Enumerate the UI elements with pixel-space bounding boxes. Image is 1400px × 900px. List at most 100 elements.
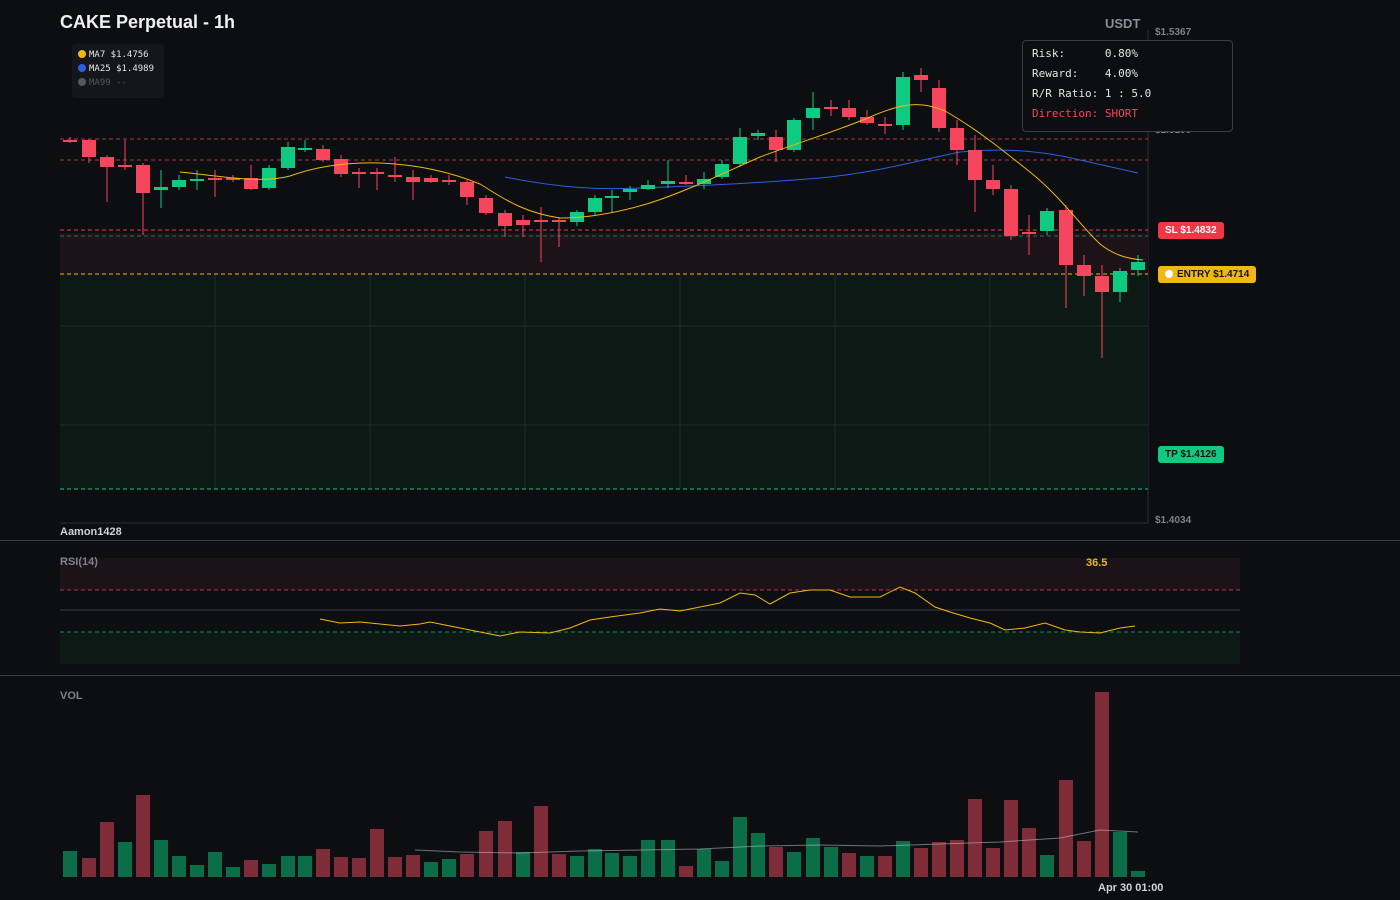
candle bbox=[534, 207, 548, 262]
candle-body bbox=[1095, 276, 1109, 292]
volume-bar bbox=[679, 866, 693, 877]
volume-bar bbox=[82, 858, 96, 877]
candle-body bbox=[679, 182, 693, 184]
candle-body bbox=[824, 107, 838, 109]
candle bbox=[298, 140, 312, 152]
candle-body bbox=[63, 140, 77, 142]
candle-body bbox=[623, 189, 637, 192]
candle bbox=[733, 128, 747, 167]
volume-bar bbox=[787, 852, 801, 877]
candle bbox=[1077, 255, 1091, 296]
reward-text: Reward: 4.00% bbox=[1032, 67, 1138, 80]
volume-bar bbox=[498, 821, 512, 877]
volume-bar bbox=[751, 833, 765, 877]
candle bbox=[244, 165, 258, 190]
candle-body bbox=[733, 137, 747, 164]
volume-bar bbox=[769, 847, 783, 877]
candle-body bbox=[787, 120, 801, 150]
candle bbox=[950, 120, 964, 165]
candle bbox=[860, 110, 874, 125]
take-profit-tag[interactable]: TP $1.4126 bbox=[1158, 446, 1224, 463]
candle bbox=[172, 175, 186, 190]
candle bbox=[498, 210, 512, 237]
volume-bar bbox=[986, 848, 1000, 877]
candle-body bbox=[298, 148, 312, 150]
stop-loss-tag[interactable]: SL $1.4832 bbox=[1158, 222, 1224, 239]
volume-bar bbox=[424, 862, 438, 877]
candle bbox=[751, 130, 765, 140]
candle-body bbox=[1077, 265, 1091, 276]
volume-bar bbox=[878, 856, 892, 877]
volume-bar bbox=[1022, 828, 1036, 877]
candle-body bbox=[751, 133, 765, 136]
candle bbox=[552, 218, 566, 247]
candle-body bbox=[370, 172, 384, 174]
grid-lines bbox=[60, 274, 1148, 489]
candle bbox=[100, 155, 114, 202]
candle-body bbox=[424, 178, 438, 182]
rsi-label: RSI(14) bbox=[60, 556, 98, 568]
candle-body bbox=[516, 220, 530, 225]
candle-body bbox=[118, 165, 132, 167]
quote-currency: USDT bbox=[1105, 16, 1141, 31]
entry-tag[interactable]: ENTRY $1.4714 bbox=[1158, 266, 1257, 283]
candle bbox=[986, 165, 1000, 195]
candle-body bbox=[281, 147, 295, 168]
volume-bar bbox=[932, 842, 946, 877]
volume-bar bbox=[172, 856, 186, 877]
candle-body bbox=[388, 175, 402, 177]
candle bbox=[806, 92, 820, 130]
price-axis-top: $1.5367 bbox=[1155, 27, 1192, 38]
volume-bar bbox=[244, 860, 258, 877]
candle-body bbox=[316, 149, 330, 160]
candle bbox=[154, 170, 168, 208]
candle-body bbox=[1022, 232, 1036, 234]
candle-body bbox=[932, 88, 946, 128]
volume-bar bbox=[824, 847, 838, 877]
candle-body bbox=[896, 77, 910, 125]
volume-bar bbox=[316, 849, 330, 877]
time-axis-label: Apr 30 01:00 bbox=[1098, 882, 1164, 894]
volume-bar bbox=[806, 838, 820, 877]
rsi-oversold-zone bbox=[60, 632, 1240, 664]
volume-bar bbox=[460, 854, 474, 877]
volume-bar bbox=[136, 795, 150, 877]
entry-dot-icon bbox=[1165, 270, 1173, 278]
candle-body bbox=[1113, 271, 1127, 292]
candle bbox=[679, 175, 693, 185]
volume-bar bbox=[697, 849, 711, 877]
volume-label: VOL bbox=[60, 690, 83, 702]
volume-bar bbox=[226, 867, 240, 877]
candle-body bbox=[769, 137, 783, 150]
watermark-username: Aamon1428 bbox=[60, 526, 122, 538]
ma99-dot-icon bbox=[78, 78, 86, 86]
risk-zone bbox=[60, 233, 1148, 274]
pane-separator-rsi[interactable] bbox=[0, 540, 1400, 541]
candle bbox=[136, 163, 150, 235]
candle-body bbox=[968, 150, 982, 180]
volume-bar bbox=[100, 822, 114, 877]
candle bbox=[370, 168, 384, 190]
volume-bars bbox=[63, 692, 1145, 877]
candle-body bbox=[1004, 189, 1018, 236]
candle-body bbox=[82, 140, 96, 157]
candle bbox=[641, 180, 655, 190]
volume-bar bbox=[190, 865, 204, 877]
direction-text: Direction: SHORT bbox=[1032, 107, 1138, 120]
candle bbox=[932, 80, 946, 132]
candle-body bbox=[806, 108, 820, 118]
volume-bar bbox=[479, 831, 493, 877]
volume-bar bbox=[388, 857, 402, 877]
volume-bar bbox=[298, 856, 312, 877]
pane-separator-volume[interactable] bbox=[0, 675, 1400, 676]
volume-bar bbox=[950, 840, 964, 877]
ma7-legend-item: MA7 $1.4756 bbox=[78, 49, 149, 61]
candle-body bbox=[262, 168, 276, 188]
volume-bar bbox=[334, 857, 348, 877]
candle bbox=[878, 117, 892, 134]
candle-body bbox=[136, 165, 150, 193]
candle bbox=[82, 139, 96, 163]
candle bbox=[787, 118, 801, 152]
candle bbox=[1095, 265, 1109, 358]
